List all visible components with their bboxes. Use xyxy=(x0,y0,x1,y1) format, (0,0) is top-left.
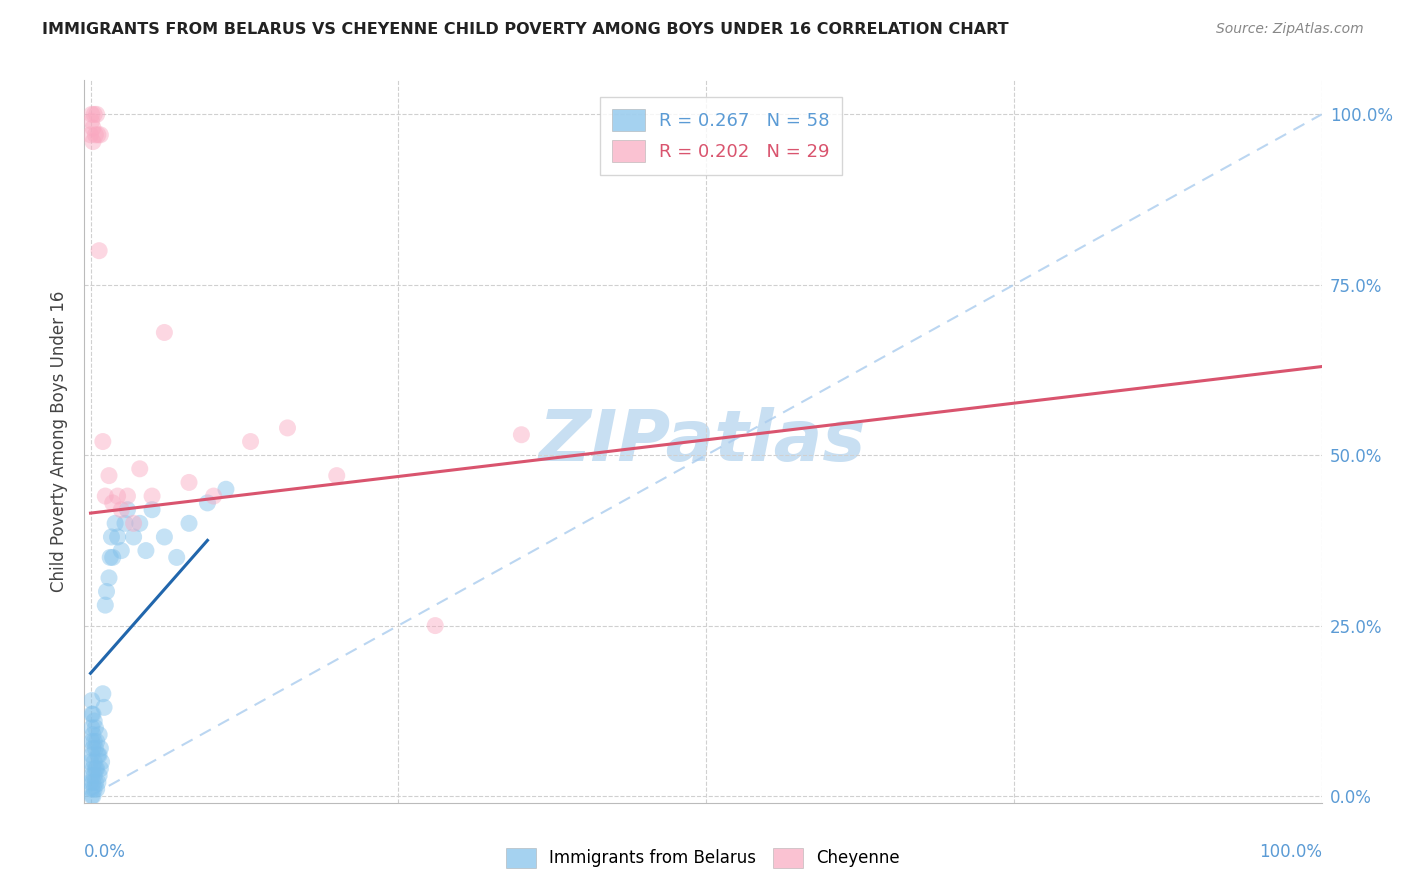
Point xyxy=(83,782,105,797)
Point xyxy=(80,789,103,803)
Point xyxy=(83,768,105,782)
Point xyxy=(153,530,176,544)
Point xyxy=(87,775,110,789)
Point xyxy=(82,762,104,776)
Point xyxy=(276,421,298,435)
Point xyxy=(93,700,115,714)
Point xyxy=(128,516,150,531)
Text: IMMIGRANTS FROM BELARUS VS CHEYENNE CHILD POVERTY AMONG BOYS UNDER 16 CORRELATIO: IMMIGRANTS FROM BELARUS VS CHEYENNE CHIL… xyxy=(42,22,1010,37)
Point xyxy=(90,755,112,769)
Point xyxy=(80,748,103,763)
Point xyxy=(82,120,104,135)
Point xyxy=(104,516,127,531)
Point xyxy=(239,434,262,449)
Point xyxy=(79,755,101,769)
Point xyxy=(197,496,219,510)
Point xyxy=(89,728,111,742)
Point xyxy=(89,741,111,756)
Point xyxy=(80,114,103,128)
Point xyxy=(86,762,108,776)
Point xyxy=(80,768,103,782)
Point xyxy=(101,550,124,565)
Point xyxy=(84,775,107,789)
Point xyxy=(84,721,107,735)
Point xyxy=(100,530,122,544)
Point xyxy=(326,468,349,483)
Point xyxy=(83,714,105,728)
Point xyxy=(79,775,101,789)
Point xyxy=(94,489,117,503)
Point xyxy=(82,741,104,756)
Point xyxy=(82,707,104,722)
Point xyxy=(84,741,107,756)
Point xyxy=(153,326,176,340)
Point xyxy=(82,789,104,803)
Point xyxy=(122,530,145,544)
Point xyxy=(110,543,132,558)
Text: Source: ZipAtlas.com: Source: ZipAtlas.com xyxy=(1216,22,1364,37)
Legend: Immigrants from Belarus, Cheyenne: Immigrants from Belarus, Cheyenne xyxy=(499,841,907,875)
Point xyxy=(80,734,103,748)
Point xyxy=(425,618,447,632)
Point xyxy=(86,734,108,748)
Legend: R = 0.267   N = 58, R = 0.202   N = 29: R = 0.267 N = 58, R = 0.202 N = 29 xyxy=(600,96,842,175)
Point xyxy=(84,762,107,776)
Point xyxy=(80,107,103,121)
Point xyxy=(89,768,111,782)
Point xyxy=(96,584,118,599)
Point xyxy=(122,516,145,531)
Point xyxy=(87,128,110,142)
Text: 100.0%: 100.0% xyxy=(1258,843,1322,861)
Point xyxy=(91,434,114,449)
Point xyxy=(83,107,105,121)
Point xyxy=(117,502,139,516)
Point xyxy=(107,530,129,544)
Point xyxy=(79,128,101,142)
Point xyxy=(89,128,111,142)
Point xyxy=(141,502,163,516)
Point xyxy=(94,598,117,612)
Point xyxy=(215,482,238,496)
Point xyxy=(114,516,136,531)
Point xyxy=(177,516,200,531)
Point xyxy=(135,543,157,558)
Point xyxy=(80,782,103,797)
Point xyxy=(98,550,121,565)
Text: ZIPatlas: ZIPatlas xyxy=(540,407,866,476)
Point xyxy=(87,748,110,763)
Point xyxy=(89,748,111,763)
Point xyxy=(82,135,104,149)
Point xyxy=(510,427,533,442)
Point xyxy=(84,128,107,142)
Point xyxy=(83,734,105,748)
Y-axis label: Child Poverty Among Boys Under 16: Child Poverty Among Boys Under 16 xyxy=(51,291,69,592)
Point xyxy=(117,489,139,503)
Point xyxy=(202,489,225,503)
Point xyxy=(80,707,103,722)
Point xyxy=(101,496,124,510)
Point xyxy=(141,489,163,503)
Point xyxy=(82,728,104,742)
Point xyxy=(89,762,111,776)
Point xyxy=(80,721,103,735)
Point xyxy=(86,782,108,797)
Point xyxy=(80,693,103,707)
Point xyxy=(110,502,132,516)
Point xyxy=(166,550,188,565)
Point xyxy=(89,244,111,258)
Point xyxy=(98,468,121,483)
Text: 0.0%: 0.0% xyxy=(84,843,127,861)
Point xyxy=(83,755,105,769)
Point xyxy=(128,462,150,476)
Point xyxy=(98,571,121,585)
Point xyxy=(177,475,200,490)
Point xyxy=(86,107,108,121)
Point xyxy=(82,775,104,789)
Point xyxy=(91,687,114,701)
Point xyxy=(107,489,129,503)
